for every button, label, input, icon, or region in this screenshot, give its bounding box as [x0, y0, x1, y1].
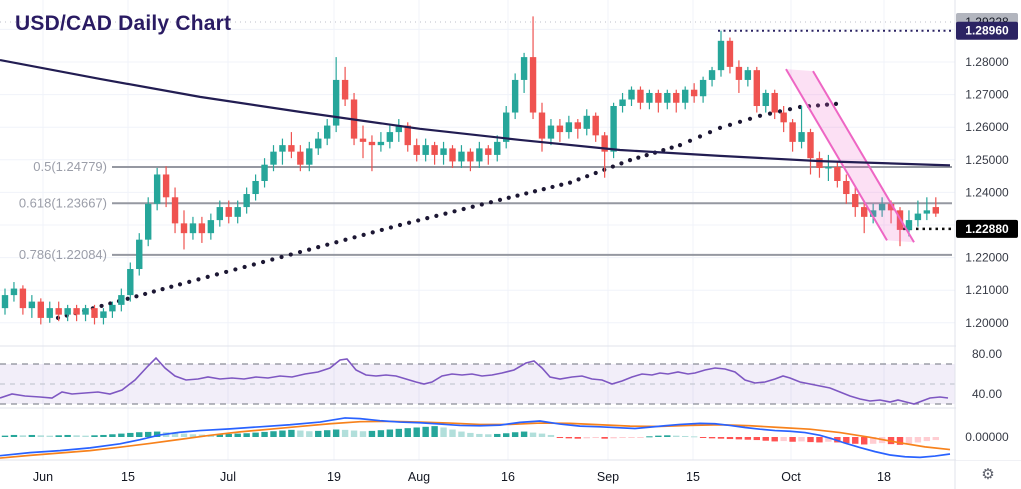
svg-text:Jul: Jul [220, 470, 236, 484]
svg-text:19: 19 [327, 470, 341, 484]
svg-text:Oct: Oct [781, 470, 801, 484]
macd-pane[interactable] [0, 417, 951, 459]
candlesticks[interactable] [1, 16, 939, 325]
grid-lines [0, 0, 955, 460]
dotted-trendline[interactable] [55, 101, 839, 321]
svg-text:16: 16 [501, 470, 515, 484]
svg-text:80.00: 80.00 [972, 347, 1002, 361]
svg-text:Jun: Jun [33, 470, 53, 484]
svg-text:1.21000: 1.21000 [965, 283, 1009, 297]
horizontal-level-lines[interactable] [0, 21, 955, 231]
svg-text:1.22880: 1.22880 [965, 222, 1009, 236]
svg-text:0.5(1.24779): 0.5(1.24779) [33, 159, 107, 174]
svg-text:1.24000: 1.24000 [965, 185, 1009, 199]
svg-text:1.26000: 1.26000 [965, 120, 1009, 134]
svg-text:1.22000: 1.22000 [965, 251, 1009, 265]
svg-text:0.618(1.23667): 0.618(1.23667) [19, 195, 107, 210]
svg-text:40.00: 40.00 [972, 387, 1002, 401]
svg-text:15: 15 [686, 470, 700, 484]
svg-text:1.28000: 1.28000 [965, 55, 1009, 69]
moving-average-line[interactable] [0, 58, 951, 167]
time-axis[interactable]: Jun 15 Jul 19 Aug 16 Sep 15 Oct 18 [33, 470, 891, 484]
settings-gear-icon[interactable]: ⚙ [981, 466, 995, 483]
svg-text:1.25000: 1.25000 [965, 153, 1009, 167]
svg-text:Sep: Sep [597, 470, 619, 484]
descending-channel[interactable] [785, 68, 915, 243]
svg-text:1.28960: 1.28960 [965, 24, 1009, 38]
svg-text:Aug: Aug [408, 470, 430, 484]
rsi-pane[interactable] [0, 356, 955, 405]
svg-text:0.786(1.22084): 0.786(1.22084) [19, 247, 107, 262]
svg-text:15: 15 [121, 470, 135, 484]
svg-text:1.20000: 1.20000 [965, 316, 1009, 330]
svg-text:0.00000: 0.00000 [965, 430, 1009, 444]
svg-text:1.27000: 1.27000 [965, 88, 1009, 102]
chart-title: USD/CAD Daily Chart [15, 12, 232, 35]
fib-retracement[interactable]: 0.5(1.24779) 0.618(1.23667) 0.786(1.22084) [19, 159, 952, 262]
svg-text:18: 18 [877, 470, 891, 484]
